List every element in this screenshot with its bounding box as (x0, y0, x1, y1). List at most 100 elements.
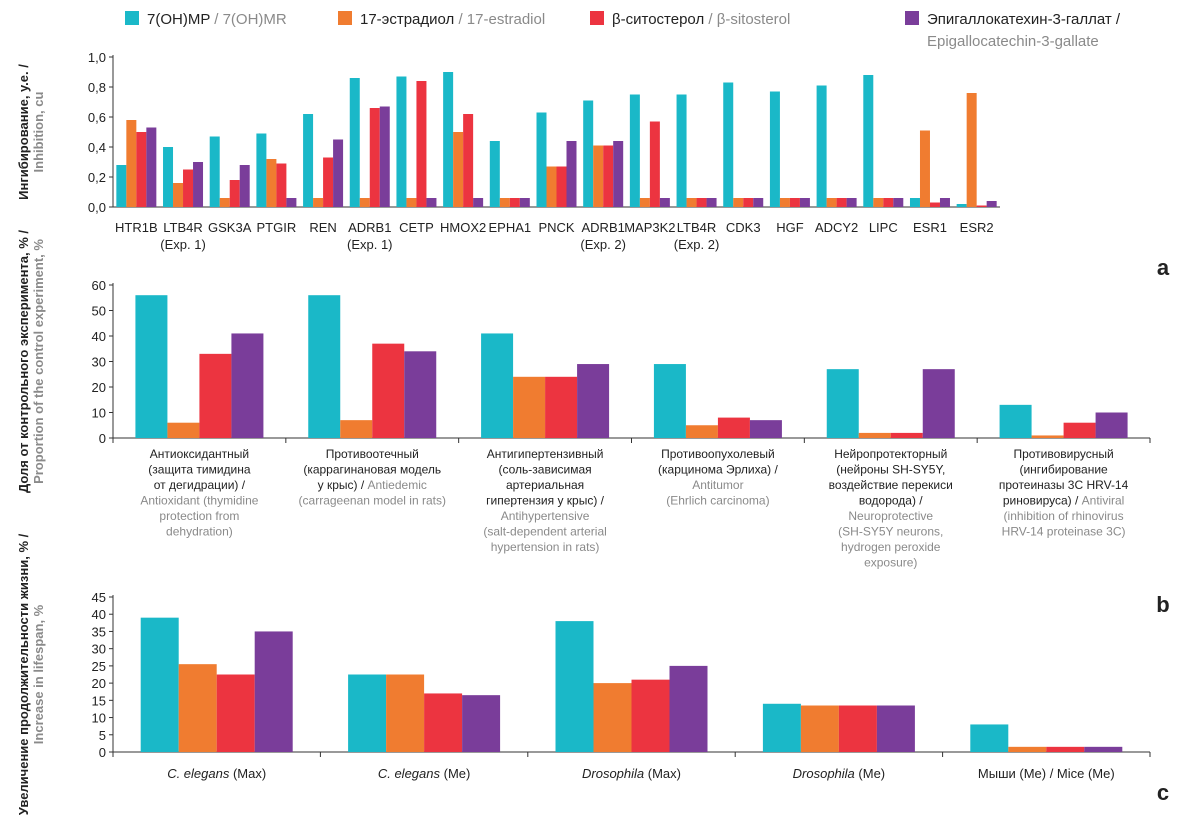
bar (929, 202, 940, 207)
bar (653, 364, 686, 438)
legend: 7(OH)MP / 7(OH)MR 17-эстрадиол / 17-estra… (125, 11, 1121, 50)
bar (199, 353, 232, 438)
category-label-mixed: у крыс) / Antiedemic (318, 478, 427, 492)
bar (826, 369, 859, 438)
panel-letter: b (1156, 592, 1169, 617)
x-tick-label: Противоопухолевый (карцинома Эрлиха) /Ant… (658, 447, 778, 508)
x-tick-label: Противовирусный (ингибированиепротеиназы … (999, 447, 1129, 539)
bar (372, 343, 405, 438)
y-tick-label: 45 (92, 590, 106, 605)
bar (999, 404, 1032, 438)
category-label-ru: от дегидрации) / (154, 478, 246, 492)
bar (545, 376, 578, 438)
x-tick-label: EPHA1 (488, 220, 531, 235)
x-tick-label: (Exp. 2) (580, 237, 626, 252)
bar (1008, 746, 1047, 752)
x-tick-label: ADRB1 (348, 220, 391, 235)
legend-item: 7(OH)MP / 7(OH)MR (125, 11, 287, 28)
y-axis-label: Доля от контрольного эксперимента, % /Pr… (16, 230, 46, 493)
bar (686, 198, 697, 207)
bar (555, 621, 594, 752)
bar (762, 703, 801, 752)
x-tick-label: PNCK (538, 220, 574, 235)
category-label-en: protection from (159, 509, 239, 523)
bar (303, 114, 314, 207)
category-label-en: (Ehrlich carcinoma) (666, 494, 769, 508)
bar (229, 180, 240, 207)
bar (858, 432, 891, 438)
x-tick-label: ESR1 (913, 220, 947, 235)
bar (769, 91, 780, 207)
legend-label-en: Epigallocatechin-3-gallate (927, 33, 1099, 50)
bar (566, 141, 577, 207)
x-tick-label: LIPC (869, 220, 898, 235)
bar (163, 147, 174, 207)
bar (323, 157, 334, 207)
bar (863, 75, 874, 207)
category-label-en: (inhibition of rhinovirus (1004, 509, 1124, 523)
y-tick-label: 20 (92, 676, 106, 691)
x-tick-label: Антигипертензивный (соль-зависимаяартериа… (483, 447, 606, 554)
bar (231, 333, 264, 438)
category-label-en: Antihypertensive (501, 509, 590, 523)
category-label-ru: воздействие перекиси (829, 478, 953, 492)
legend-item: Эпигаллокатехин-3-галлат / Epigallocatech… (905, 11, 1121, 50)
bar (193, 162, 204, 207)
bar (308, 295, 341, 438)
bar (499, 198, 510, 207)
bar (254, 631, 293, 752)
bar (126, 120, 137, 207)
bar (1063, 422, 1096, 438)
y-tick-label: 0 (99, 745, 106, 760)
category-label-ru: (каррагинановая модель (303, 463, 441, 477)
bar (379, 106, 390, 207)
bar (629, 94, 640, 207)
x-tick-label: ADCY2 (815, 220, 858, 235)
x-tick-label: Мыши (Me) / Mice (Me) (978, 766, 1115, 781)
x-tick-label: ESR2 (960, 220, 994, 235)
bar (183, 169, 194, 207)
bar (583, 100, 594, 207)
bar (209, 136, 220, 207)
category-label-ru: Нейропротекторный (834, 447, 947, 461)
bar (789, 198, 800, 207)
bar (135, 295, 168, 438)
bar (749, 420, 782, 438)
y-tick-label: 30 (92, 642, 106, 657)
bar (838, 705, 877, 752)
bar (406, 198, 417, 207)
bar (340, 420, 373, 438)
category-label-ru: (защита тимидина (148, 463, 251, 477)
bar (836, 198, 847, 207)
x-tick-label: MAP3K2 (624, 220, 675, 235)
y-tick-label: 25 (92, 659, 106, 674)
bar (743, 198, 754, 207)
bar (922, 369, 955, 438)
legend-label: 7(OH)MP / 7(OH)MR (147, 11, 287, 28)
bar (603, 145, 614, 207)
bar (649, 121, 660, 207)
bar (816, 85, 827, 207)
bar (463, 114, 474, 207)
bar (956, 204, 967, 207)
x-tick-label: REN (309, 220, 336, 235)
y-tick-label: 20 (92, 380, 106, 395)
x-tick-label: Drosophila (Me) (793, 766, 886, 781)
y-tick-label: 10 (92, 406, 106, 421)
bar (404, 351, 437, 438)
x-tick-label: (Exp. 1) (347, 237, 393, 252)
bar (146, 127, 157, 207)
bar (349, 78, 360, 207)
bar (723, 82, 734, 207)
category-label-ru: гипертензия у крыс) / (486, 494, 605, 508)
y-tick-label: 0,8 (88, 80, 106, 95)
bar (733, 198, 744, 207)
y-tick-label: 60 (92, 278, 106, 293)
category-label-mixed: риновируса) / Antiviral (1003, 494, 1125, 508)
bar (178, 664, 217, 752)
category-label-ru: артериальная (506, 478, 584, 492)
legend-swatch (590, 11, 604, 25)
bar (706, 198, 717, 207)
